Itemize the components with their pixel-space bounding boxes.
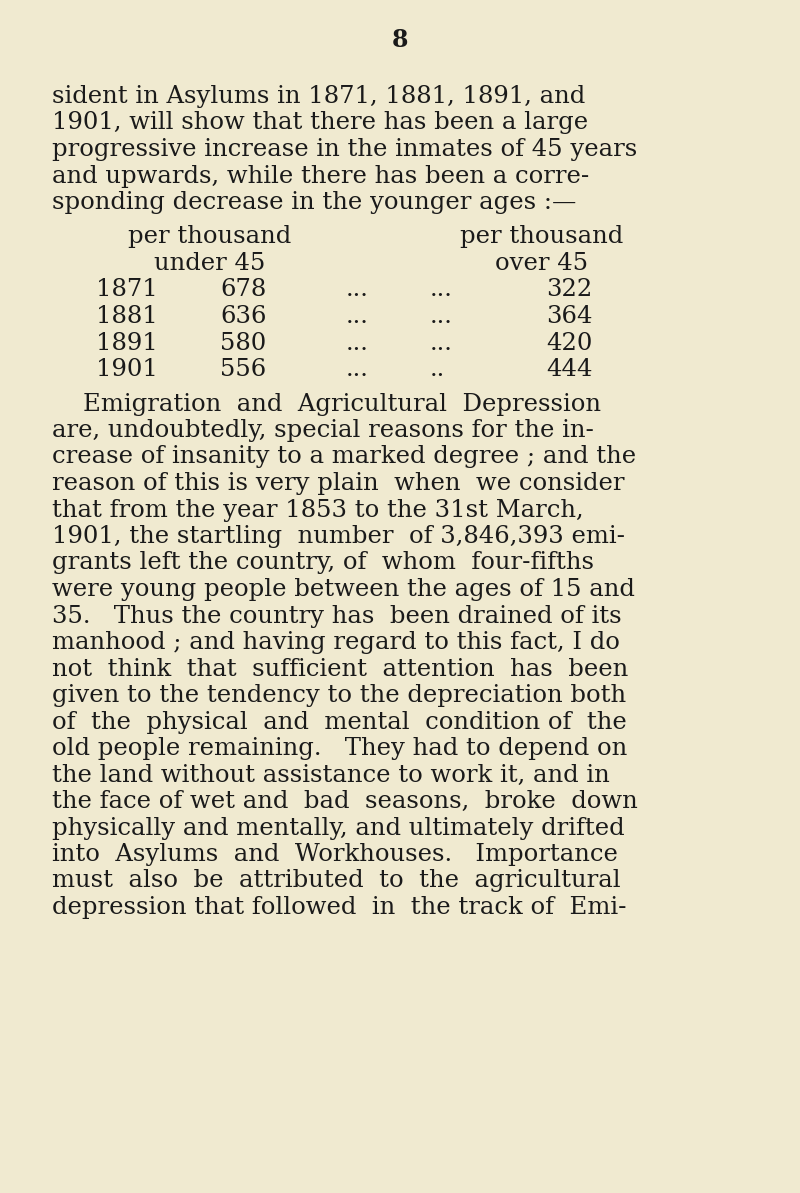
Text: were young people between the ages of 15 and: were young people between the ages of 15…: [52, 577, 635, 601]
Text: over 45: over 45: [495, 252, 589, 276]
Text: ..: ..: [430, 358, 446, 381]
Text: 1901, will show that there has been a large: 1901, will show that there has been a la…: [52, 111, 588, 135]
Text: ...: ...: [346, 358, 369, 381]
Text: 444: 444: [546, 358, 593, 381]
Text: depression that followed  in  the track of  Emi-: depression that followed in the track of…: [52, 896, 626, 919]
Text: grants left the country, of  whom  four-fifths: grants left the country, of whom four-fi…: [52, 551, 594, 575]
Text: of  the  physical  and  mental  condition of  the: of the physical and mental condition of …: [52, 711, 626, 734]
Text: sponding decrease in the younger ages :—: sponding decrease in the younger ages :—: [52, 191, 576, 214]
Text: ...: ...: [346, 278, 369, 302]
Text: 1891: 1891: [96, 332, 158, 354]
Text: Emigration  and  Agricultural  Depression: Emigration and Agricultural Depression: [52, 392, 601, 415]
Text: into  Asylums  and  Workhouses.   Importance: into Asylums and Workhouses. Importance: [52, 843, 618, 866]
Text: not  think  that  sufficient  attention  has  been: not think that sufficient attention has …: [52, 657, 628, 680]
Text: 556: 556: [220, 358, 266, 381]
Text: 420: 420: [546, 332, 592, 354]
Text: physically and mentally, and ultimately drifted: physically and mentally, and ultimately …: [52, 816, 625, 840]
Text: 1871: 1871: [96, 278, 158, 302]
Text: ...: ...: [430, 278, 453, 302]
Text: progressive increase in the inmates of 45 years: progressive increase in the inmates of 4…: [52, 138, 638, 161]
Text: old people remaining.   They had to depend on: old people remaining. They had to depend…: [52, 737, 627, 760]
Text: ...: ...: [430, 332, 453, 354]
Text: are, undoubtedly, special reasons for the in-: are, undoubtedly, special reasons for th…: [52, 419, 594, 441]
Text: under 45: under 45: [154, 252, 266, 276]
Text: manhood ; and having regard to this fact, I do: manhood ; and having regard to this fact…: [52, 631, 620, 654]
Text: ...: ...: [346, 332, 369, 354]
Text: given to the tendency to the depreciation both: given to the tendency to the depreciatio…: [52, 684, 626, 707]
Text: and upwards, while there has been a corre-: and upwards, while there has been a corr…: [52, 165, 590, 187]
Text: 322: 322: [546, 278, 592, 302]
Text: the land without assistance to work it, and in: the land without assistance to work it, …: [52, 764, 610, 786]
Text: 580: 580: [220, 332, 266, 354]
Text: 1901: 1901: [96, 358, 158, 381]
Text: per thousand: per thousand: [460, 225, 624, 248]
Text: 364: 364: [546, 305, 593, 328]
Text: reason of this is very plain  when  we consider: reason of this is very plain when we con…: [52, 472, 625, 495]
Text: that from the year 1853 to the 31st March,: that from the year 1853 to the 31st Marc…: [52, 499, 584, 521]
Text: crease of insanity to a marked degree ; and the: crease of insanity to a marked degree ; …: [52, 445, 636, 469]
Text: must  also  be  attributed  to  the  agricultural: must also be attributed to the agricultu…: [52, 870, 621, 892]
Text: 1881: 1881: [96, 305, 158, 328]
Text: ...: ...: [346, 305, 369, 328]
Text: sident in Asylums in 1871, 1881, 1891, and: sident in Asylums in 1871, 1881, 1891, a…: [52, 85, 586, 109]
Text: 678: 678: [220, 278, 266, 302]
Text: 8: 8: [392, 27, 408, 52]
Text: the face of wet and  bad  seasons,  broke  down: the face of wet and bad seasons, broke d…: [52, 790, 638, 812]
Text: per thousand: per thousand: [128, 225, 292, 248]
Text: 35.   Thus the country has  been drained of its: 35. Thus the country has been drained of…: [52, 605, 622, 628]
Text: 636: 636: [220, 305, 266, 328]
Text: 1901, the startling  number  of 3,846,393 emi-: 1901, the startling number of 3,846,393 …: [52, 525, 625, 548]
Text: ...: ...: [430, 305, 453, 328]
